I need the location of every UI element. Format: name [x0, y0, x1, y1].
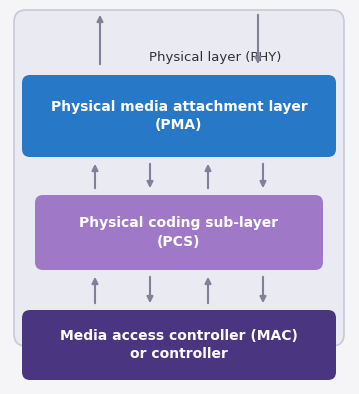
Text: Physical coding sub-layer
(PCS): Physical coding sub-layer (PCS): [79, 216, 279, 249]
Text: Physical layer (PHY): Physical layer (PHY): [149, 50, 281, 63]
FancyBboxPatch shape: [14, 10, 344, 346]
FancyBboxPatch shape: [35, 195, 323, 270]
Text: Media access controller (MAC)
or controller: Media access controller (MAC) or control…: [60, 329, 298, 361]
Text: Physical media attachment layer
(PMA): Physical media attachment layer (PMA): [51, 100, 307, 132]
FancyBboxPatch shape: [22, 310, 336, 380]
FancyBboxPatch shape: [22, 75, 336, 157]
